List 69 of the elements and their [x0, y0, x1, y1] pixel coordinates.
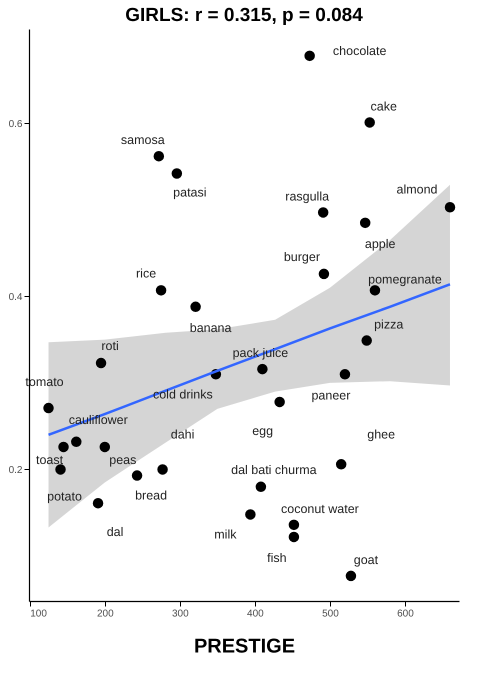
point [360, 218, 370, 228]
x-tick-label: 300 [172, 608, 190, 620]
annotation: milk [214, 527, 238, 542]
point [364, 117, 375, 128]
point [318, 207, 328, 218]
x-tick-label: 600 [397, 608, 414, 620]
point [71, 436, 82, 448]
x-tick-label: 500 [322, 608, 340, 620]
point [100, 442, 110, 452]
annotation: pomegranate [368, 272, 442, 286]
point [346, 570, 356, 582]
y-tick-label: 0.4 [8, 292, 23, 303]
point [336, 459, 346, 470]
annotation: cake [370, 99, 397, 114]
point [92, 498, 104, 508]
annotation: almond [396, 182, 438, 196]
point [256, 482, 266, 492]
point [172, 168, 182, 179]
annotation: egg [252, 424, 274, 438]
annotation: cold drinks [152, 387, 213, 402]
annotation: dahi [170, 427, 194, 442]
annotation: pizza [374, 318, 404, 332]
annotation: fish [267, 550, 287, 565]
annotation: chocolate [332, 44, 386, 58]
annotation: rasgulla [285, 189, 330, 204]
annotation: peas [109, 452, 136, 467]
point [361, 335, 372, 346]
x-tick-label: 400 [247, 608, 264, 620]
annotation: burger [284, 250, 320, 264]
annotation: dal [106, 525, 124, 540]
point [156, 285, 166, 296]
point [318, 268, 330, 280]
annotation: roti [101, 339, 119, 354]
annotation: dal bati churma [231, 462, 317, 477]
annotation: samosa [120, 133, 165, 148]
chart-title: GIRLS: r = 0.315, p = 0.084 [125, 5, 364, 26]
annotation: pack juice [232, 346, 288, 360]
point [157, 464, 168, 475]
point [288, 520, 300, 530]
annotation: apple [364, 236, 396, 251]
annotation: ghee [367, 427, 396, 442]
annotation: toast [36, 452, 64, 467]
point [154, 150, 164, 162]
point [132, 470, 142, 481]
point [274, 396, 285, 408]
annotation: patasi [173, 186, 207, 200]
annotation: coconut water [280, 502, 359, 516]
point [96, 358, 106, 368]
point [288, 532, 300, 542]
annotation: potato [47, 489, 82, 504]
x-tick-label: 100 [30, 608, 48, 620]
annotation: banana [190, 320, 232, 335]
point [58, 442, 69, 452]
point [340, 369, 350, 380]
annotation: goat [354, 552, 379, 567]
annotation: rice [136, 266, 156, 280]
x-axis-title: PRESTIGE [194, 636, 296, 658]
annotation: bread [135, 488, 168, 503]
point [444, 202, 456, 212]
point [245, 509, 256, 520]
point [304, 50, 315, 62]
annotation: paneer [311, 388, 350, 402]
point [43, 402, 54, 414]
x-tick-label: 200 [96, 608, 114, 620]
point [190, 302, 201, 312]
y-tick-label: 0.2 [8, 464, 23, 476]
point [55, 464, 66, 475]
y-tick-label: 0.6 [8, 118, 23, 130]
point [257, 364, 268, 374]
